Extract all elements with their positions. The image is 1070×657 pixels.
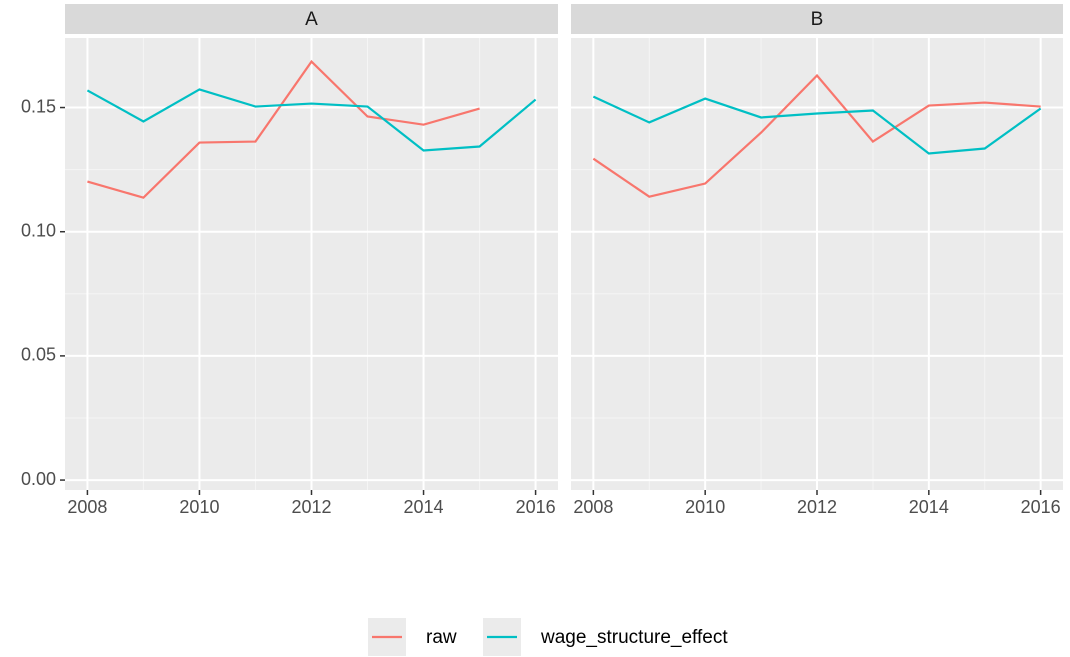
series-line bbox=[592, 73, 1041, 198]
x-tick-label: 2008 bbox=[573, 497, 613, 517]
x-tick-label: 2012 bbox=[291, 497, 331, 517]
legend-label: raw bbox=[426, 627, 457, 648]
x-tick-label: 2016 bbox=[1021, 497, 1061, 517]
facet-title: B bbox=[811, 9, 824, 30]
y-tick-label: 0.05 bbox=[21, 345, 56, 365]
facet-title: A bbox=[305, 9, 318, 30]
x-tick-label: 2008 bbox=[67, 497, 107, 517]
facet-strip bbox=[65, 4, 558, 34]
y-tick-label: 0.10 bbox=[21, 220, 56, 240]
x-tick-label: 2010 bbox=[179, 497, 219, 517]
series-line bbox=[87, 59, 480, 199]
y-tick-label: 0.15 bbox=[21, 96, 56, 116]
y-tick-label: 0.00 bbox=[21, 469, 56, 489]
x-tick-label: 2010 bbox=[685, 497, 725, 517]
x-tick-label: 2014 bbox=[404, 497, 444, 517]
x-tick-label: 2012 bbox=[797, 497, 837, 517]
x-tick-label: 2016 bbox=[516, 497, 556, 517]
series-line bbox=[86, 88, 537, 152]
facet-strip bbox=[571, 4, 1063, 34]
legend-label: wage_structure_effect bbox=[540, 627, 728, 648]
series-line bbox=[592, 95, 1042, 155]
x-tick-label: 2014 bbox=[909, 497, 949, 517]
